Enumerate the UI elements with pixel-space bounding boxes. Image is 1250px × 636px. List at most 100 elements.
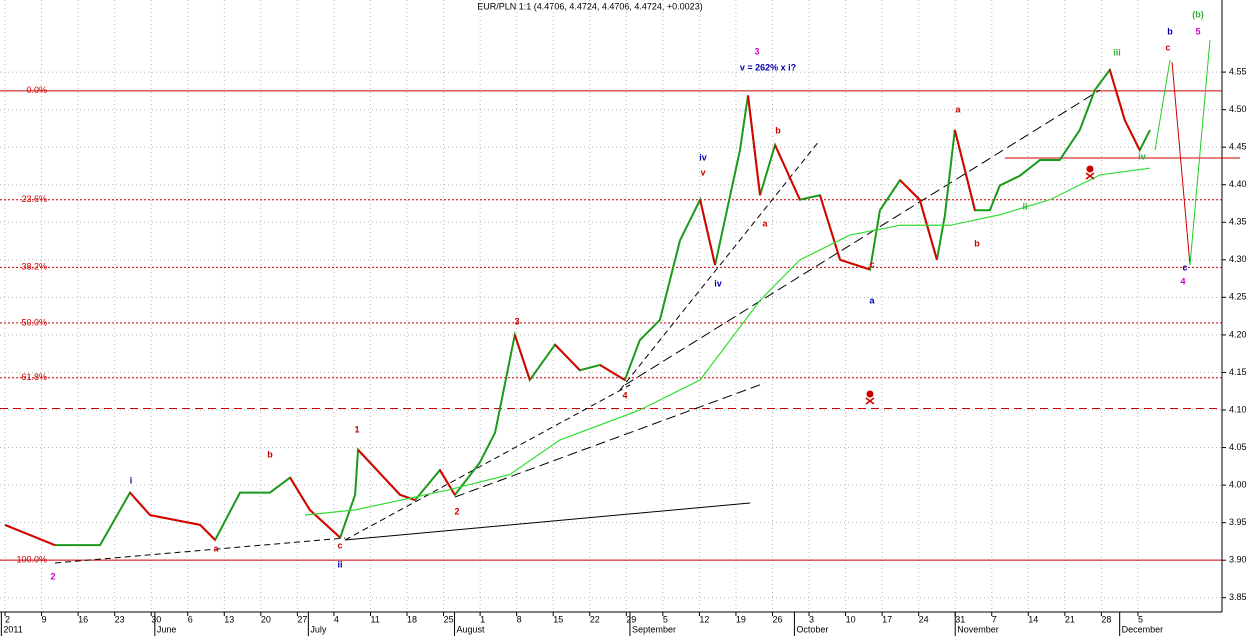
wave-label: c [869,259,874,269]
x-tick-label: 13 [224,614,234,624]
wave-label: 4 [1180,276,1185,286]
wave-label: 5 [1195,26,1200,36]
x-tick-label: 31 [955,614,965,624]
y-tick-label: 4.30 [1229,254,1247,264]
x-tick-label: 22 [590,614,600,624]
x-tick-label: 21 [1065,614,1075,624]
x-tick-label: 11 [370,614,379,624]
x-tick-label: 2 [5,614,10,624]
x-tick-label: 4 [334,614,339,624]
wave-label: a [762,218,768,228]
x-tick-label: 30 [151,614,161,624]
wave-label: ii [337,559,342,569]
wave-label: ii [1022,201,1027,211]
x-tick-label: 23 [115,614,125,624]
chart-title: EUR/PLN 1:1 (4.4706, 4.4724, 4.4706, 4.4… [477,1,702,11]
x-tick-label: 8 [517,614,522,624]
month-label: June [157,624,177,634]
y-tick-label: 4.20 [1229,329,1247,339]
down-segment [289,477,311,511]
marker-icon [1085,172,1095,180]
y-tick-label: 4.05 [1229,442,1247,452]
x-tick-label: 5 [663,614,668,624]
wave-label: b [267,449,273,459]
wave-label: a [955,104,961,114]
projection-up [1154,59,1171,151]
y-tick-label: 4.45 [1229,142,1247,152]
down-segment [554,343,581,371]
month-label: December [1122,624,1164,634]
y-tick-label: 4.10 [1229,404,1247,414]
down-segment [4,523,56,547]
month-label: 2011 [3,624,22,634]
marker-icon [865,397,875,405]
wave-label: a [213,543,219,553]
down-segment [129,491,151,516]
y-tick-label: 4.00 [1229,479,1247,489]
x-tick-label: 24 [919,614,929,624]
trend-line [624,89,1101,386]
projection-down [1171,61,1191,266]
fib-label: 23.6% [21,194,47,204]
down-segment [774,144,801,201]
fib-label: 38.2% [21,262,47,272]
month-label: July [310,624,327,634]
x-tick-label: 16 [78,614,88,624]
wave-label: 2 [50,571,55,581]
down-segment [439,469,456,496]
wave-label: iv [699,152,707,162]
down-segment [747,95,762,196]
down-segment [357,449,401,496]
x-tick-label: 25 [444,614,454,624]
trend-line [54,537,346,564]
fib-label: 100.0% [16,555,47,565]
wave-label: c [1182,262,1187,272]
x-tick-label: 20 [261,614,271,624]
x-tick-label: 27 [297,614,307,624]
marker-icon [1086,165,1094,173]
wave-label: 2 [454,506,459,516]
y-tick-label: 4.50 [1229,104,1247,114]
fib-label: 0.0% [26,85,47,95]
down-segment [513,334,531,381]
y-tick-label: 4.15 [1229,367,1247,377]
fib-label: 50.0% [21,317,47,327]
down-segment [699,199,717,266]
x-tick-label: 15 [553,614,563,624]
projection-up [1189,39,1211,266]
x-tick-label: 29 [626,614,636,624]
wave-label: iv [714,278,722,288]
wave-label: b [974,238,980,248]
x-tick-label: 7 [992,614,997,624]
x-tick-label: 6 [188,614,193,624]
month-label: October [796,624,828,634]
wave-label: c [337,540,342,550]
down-segment [918,199,938,261]
down-segment [899,179,921,201]
x-tick-label: 18 [407,614,417,624]
y-tick-label: 4.35 [1229,217,1247,227]
wave-label: a [869,295,875,305]
month-label: August [457,624,486,634]
y-tick-label: 3.90 [1229,555,1247,565]
x-tick-label: 14 [1028,614,1038,624]
x-tick-label: 9 [42,614,47,624]
month-label: September [632,624,676,634]
trend-line [344,502,751,541]
x-tick-label: 17 [882,614,892,624]
wave-label: 4 [622,390,627,400]
y-tick-label: 3.95 [1229,517,1247,527]
down-segment [599,364,626,381]
down-segment [953,129,976,211]
x-tick-label: 28 [1101,614,1111,624]
trend-line [454,382,766,498]
down-segment [399,493,416,502]
fib-label: 61.8% [21,372,47,382]
wave-label: iv [1138,151,1146,161]
trend-line [619,139,821,391]
x-tick-label: 1 [480,614,485,624]
wave-label: 3 [514,316,519,326]
wave-label: v [700,167,705,177]
